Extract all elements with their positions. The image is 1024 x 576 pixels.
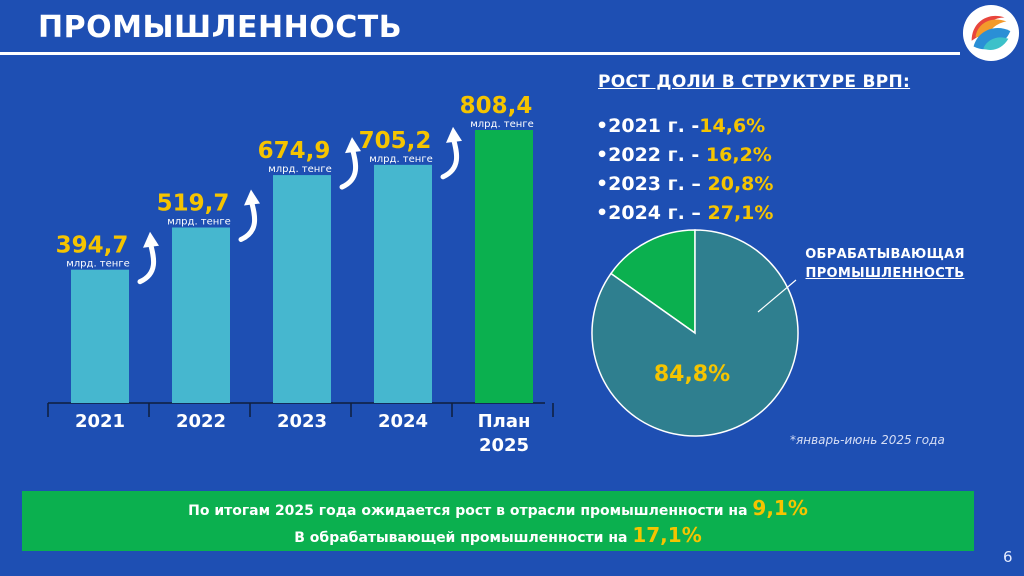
vrp-row-label: •2022 г. - bbox=[596, 144, 706, 166]
bar-unit-label: млрд. тенге bbox=[470, 119, 533, 130]
vrp-row-value: 16,2% bbox=[705, 144, 772, 166]
footnote: *январь-июнь 2025 года bbox=[790, 433, 945, 447]
vrp-row-2021: •2021 г. -14,6% bbox=[596, 112, 773, 141]
bar-unit-label: млрд. тенге bbox=[268, 164, 331, 175]
bar-2 bbox=[273, 175, 331, 403]
bar-value-label: 705,2 bbox=[359, 128, 432, 154]
growth-arrow-head bbox=[143, 231, 159, 248]
bar-4 bbox=[475, 130, 533, 403]
pie-slice-0 bbox=[609, 229, 696, 335]
vrp-row-2024: •2024 г. – 27,1% bbox=[596, 199, 773, 228]
pie-callout-line1: ОБРАБАТЫВАЮЩАЯ bbox=[805, 247, 965, 262]
vrp-row-label: •2021 г. - bbox=[596, 115, 700, 137]
vrp-growth-list: •2021 г. -14,6% •2022 г. - 16,2% •2023 г… bbox=[596, 112, 773, 228]
bar-value-label: 519,7 bbox=[157, 190, 230, 216]
summary-line-1: По итогам 2025 года ожидается рост в отр… bbox=[22, 491, 974, 522]
x-tick-label: 2022 bbox=[176, 411, 226, 432]
pie-callout-line bbox=[757, 279, 797, 313]
bar-unit-label: млрд. тенге bbox=[66, 259, 129, 270]
growth-arrow-head bbox=[345, 137, 361, 154]
x-tick-label: План bbox=[478, 411, 531, 432]
growth-arrow bbox=[440, 138, 460, 180]
pie-callout-line2: ПРОМЫШЛЕННОСТЬ bbox=[805, 266, 965, 281]
bar-unit-label: млрд. тенге bbox=[369, 154, 432, 165]
growth-arrow-head bbox=[446, 126, 462, 143]
growth-arrow-head bbox=[244, 189, 260, 206]
pie-chart: 84,8% bbox=[591, 229, 799, 437]
vrp-row-value: 20,8% bbox=[707, 173, 774, 195]
vrp-growth-title: РОСТ ДОЛИ В СТРУКТУРЕ ВРП: bbox=[598, 72, 911, 92]
bar-0 bbox=[71, 269, 129, 403]
summary-box: По итогам 2025 года ожидается рост в отр… bbox=[22, 491, 974, 551]
summary-text-2: В обрабатывающей промышленности на bbox=[294, 530, 633, 546]
pie-slice-1 bbox=[591, 229, 799, 437]
x-tick-label: 2023 bbox=[277, 411, 327, 432]
vrp-row-label: •2023 г. – bbox=[596, 173, 708, 195]
x-tick-label: 2021 bbox=[75, 411, 125, 432]
page-title: ПРОМЫШЛЕННОСТЬ bbox=[38, 10, 403, 45]
x-tick-label: 2025 bbox=[479, 435, 529, 456]
vrp-row-value: 14,6% bbox=[699, 115, 766, 137]
bar-value-label: 394,7 bbox=[56, 233, 129, 259]
bar-1 bbox=[172, 227, 230, 403]
summary-line-2: В обрабатывающей промышленности на 17,1% bbox=[22, 522, 974, 549]
pie-callout-label: ОБРАБАТЫВАЮЩАЯ ПРОМЫШЛЕННОСТЬ bbox=[782, 245, 988, 283]
bar-value-label: 808,4 bbox=[460, 93, 533, 119]
growth-arrow bbox=[339, 148, 359, 190]
vrp-row-label: •2024 г. – bbox=[596, 202, 708, 224]
vrp-row-value: 27,1% bbox=[707, 202, 774, 224]
growth-arrow bbox=[238, 200, 258, 242]
summary-value-2: 17,1% bbox=[632, 523, 702, 547]
summary-text-1: По итогам 2025 года ожидается рост в отр… bbox=[188, 503, 753, 519]
x-tick-label: 2024 bbox=[378, 411, 428, 432]
title-bar: ПРОМЫШЛЕННОСТЬ bbox=[0, 0, 960, 55]
vrp-row-2022: •2022 г. - 16,2% bbox=[596, 141, 773, 170]
bar-value-label: 674,9 bbox=[258, 138, 331, 164]
vrp-row-2023: •2023 г. – 20,8% bbox=[596, 170, 773, 199]
logo-icon bbox=[962, 4, 1020, 62]
growth-arrow bbox=[137, 243, 157, 285]
bar-3 bbox=[374, 164, 432, 403]
summary-value-1: 9,1% bbox=[752, 496, 808, 520]
pie-slice-label: 84,8% bbox=[654, 362, 730, 387]
bar-unit-label: млрд. тенге bbox=[167, 216, 230, 227]
page-number: 6 bbox=[1003, 548, 1013, 566]
